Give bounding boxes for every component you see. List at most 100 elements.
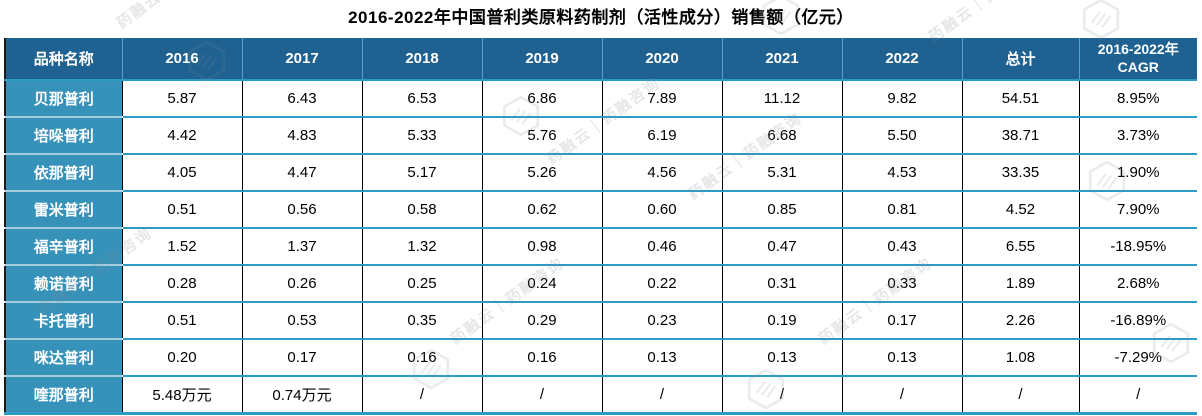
cell-value: 7.90% (1078, 191, 1197, 229)
cell-value: 0.31 (721, 265, 842, 303)
cell-value: 4.53 (841, 154, 962, 192)
cell-value: 1.08 (961, 339, 1079, 377)
cell-value: / (601, 376, 722, 413)
cell-value: 0.24 (481, 265, 602, 303)
cell-value: / (721, 376, 842, 413)
cell-value: 0.17 (841, 302, 962, 340)
cell-value: 0.58 (361, 191, 482, 229)
table-row: 喹那普利 5.48万元 0.74万元 / / / / / / / (5, 376, 1197, 413)
cell-value: / (481, 376, 602, 413)
cell-value: 0.16 (361, 339, 482, 377)
col-header-7: 2022 (841, 38, 962, 81)
cell-value: 0.20 (121, 339, 242, 377)
col-header-name: 品种名称 (5, 38, 122, 81)
cell-value: 4.83 (241, 117, 362, 155)
cell-value: 4.05 (121, 154, 242, 192)
cell-value: 0.13 (721, 339, 842, 377)
cell-value: 0.26 (241, 265, 362, 303)
cell-value: 0.33 (841, 265, 962, 303)
cell-value: 4.56 (601, 154, 722, 192)
cell-value: 0.53 (241, 302, 362, 340)
row-name: 赖诺普利 (5, 265, 122, 303)
table-header: 品种名称 2016 2017 2018 2019 2020 2021 2022 总计 2016-2… (5, 38, 1197, 81)
cell-value: 3.73% (1078, 117, 1197, 155)
row-name: 贝那普利 (5, 80, 122, 118)
cell-value: 4.42 (121, 117, 242, 155)
row-name: 喹那普利 (5, 376, 122, 413)
cell-value: 11.12 (721, 80, 842, 118)
cell-value: 5.76 (481, 117, 602, 155)
cell-value: 5.50 (841, 117, 962, 155)
table-row: 贝那普利 5.87 6.43 6.53 6.86 7.89 11.12 9.82 54.51 8.… (5, 80, 1197, 118)
cell-value: 6.19 (601, 117, 722, 155)
cell-value: 0.35 (361, 302, 482, 340)
cell-value: 0.46 (601, 228, 722, 266)
col-header-5: 2020 (601, 38, 722, 81)
cell-value: -7.29% (1078, 339, 1197, 377)
cell-value: 7.89 (601, 80, 722, 118)
cell-value: / (841, 376, 962, 413)
cell-value: 9.82 (841, 80, 962, 118)
cell-value: 5.17 (361, 154, 482, 192)
cell-value: 0.19 (721, 302, 842, 340)
header-row: 品种名称 2016 2017 2018 2019 2020 2021 2022 总计 2016-2… (5, 38, 1197, 81)
cell-value: 1.37 (241, 228, 362, 266)
cell-value: 6.53 (361, 80, 482, 118)
table-row: 咪达普利 0.20 0.17 0.16 0.16 0.13 0.13 0.13 1.08 -7.2… (5, 339, 1197, 377)
cell-value: 54.51 (961, 80, 1079, 118)
cell-value: 0.25 (361, 265, 482, 303)
col-header-8: 总计 (961, 38, 1079, 81)
col-header-9: 2016-2022年 CAGR (1078, 38, 1197, 81)
table-row: 卡托普利 0.51 0.53 0.35 0.29 0.23 0.19 0.17 2.26 -16.… (5, 302, 1197, 340)
cell-value: 2.68% (1078, 265, 1197, 303)
cell-value: 6.55 (961, 228, 1079, 266)
cell-value: -18.95% (1078, 228, 1197, 266)
cell-value: 5.31 (721, 154, 842, 192)
cell-value: 1.89 (961, 265, 1079, 303)
cell-value: 0.51 (121, 191, 242, 229)
cell-value: 0.74万元 (241, 376, 362, 413)
cell-value: 5.33 (361, 117, 482, 155)
table-row: 培哚普利 4.42 4.83 5.33 5.76 6.19 6.68 5.50 38.71 3.7… (5, 117, 1197, 155)
cell-value: 0.28 (121, 265, 242, 303)
cell-value: -16.89% (1078, 302, 1197, 340)
cell-value: 5.48万元 (121, 376, 242, 413)
cell-value: / (1078, 376, 1197, 413)
row-name: 雷米普利 (5, 191, 122, 229)
cell-value: 5.87 (121, 80, 242, 118)
row-name: 福辛普利 (5, 228, 122, 266)
cell-value: 6.68 (721, 117, 842, 155)
cell-value: 6.43 (241, 80, 362, 118)
cell-value: 0.47 (721, 228, 842, 266)
cell-value: 0.23 (601, 302, 722, 340)
row-name: 咪达普利 (5, 339, 122, 377)
cell-value: 0.17 (241, 339, 362, 377)
row-name: 依那普利 (5, 154, 122, 192)
table-row: 雷米普利 0.51 0.56 0.58 0.62 0.60 0.85 0.81 4.52 7.90… (5, 191, 1197, 229)
cell-value: 1.52 (121, 228, 242, 266)
cell-value: 1.32 (361, 228, 482, 266)
col-header-1: 2016 (121, 38, 242, 81)
cell-value: 0.13 (841, 339, 962, 377)
table-row: 福辛普利 1.52 1.37 1.32 0.98 0.46 0.47 0.43 6.55 -18.… (5, 228, 1197, 266)
cell-value: / (961, 376, 1079, 413)
cell-value: 0.85 (721, 191, 842, 229)
cell-value: 0.13 (601, 339, 722, 377)
col-header-4: 2019 (481, 38, 602, 81)
cell-value: 8.95% (1078, 80, 1197, 118)
row-name: 培哚普利 (5, 117, 122, 155)
cell-value: 0.60 (601, 191, 722, 229)
cell-value: 2.26 (961, 302, 1079, 340)
cell-value: 4.52 (961, 191, 1079, 229)
col-header-2: 2017 (241, 38, 362, 81)
table-body: 贝那普利 5.87 6.43 6.53 6.86 7.89 11.12 9.82 54.51 8.… (5, 80, 1197, 413)
table-row: 依那普利 4.05 4.47 5.17 5.26 4.56 5.31 4.53 33.35 1.9… (5, 154, 1197, 192)
cell-value: 6.86 (481, 80, 602, 118)
cell-value: 0.43 (841, 228, 962, 266)
cell-value: 33.35 (961, 154, 1079, 192)
cell-value: 1.90% (1078, 154, 1197, 192)
page-title: 2016-2022年中国普利类原料药制剂（活性成分）销售额（亿元） (348, 8, 854, 27)
cell-value: 0.56 (241, 191, 362, 229)
col-header-3: 2018 (361, 38, 482, 81)
cell-value: 4.47 (241, 154, 362, 192)
